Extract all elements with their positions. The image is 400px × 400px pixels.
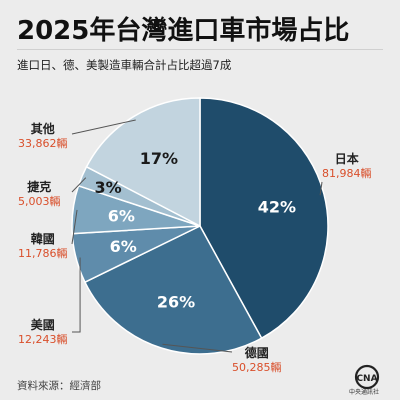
slice-name: 日本 [334,152,359,166]
logo-text: CNA [356,374,377,384]
slice-name: 美國 [30,318,55,332]
slice-value: 50,285輛 [232,361,282,374]
title-divider [17,49,383,50]
leader-line-japan [319,181,323,196]
slice-label-usa: 美國 12,243輛 [18,318,68,347]
cna-logo: CNA [354,364,380,390]
slice-value: 33,862輛 [18,137,68,150]
percent-label-germany: 26% [157,293,195,312]
pie-slice-japan [199,97,329,340]
percent-label-other: 17% [140,149,178,168]
page-subtitle: 進口日、德、美製造車輛合計占比超過7成 [17,58,232,72]
slice-name: 德國 [244,346,269,360]
slice-name: 其他 [30,122,55,136]
slice-value: 11,786輛 [18,247,68,260]
logo-caption: 中央通訊社 [349,389,380,396]
percent-label-korea: 6% [108,207,135,226]
slice-name: 捷克 [27,180,52,194]
leader-line-germany [162,343,233,353]
percent-labels: 42% 26% 6% 6% 3% 17% [94,149,296,312]
slice-label-czech: 捷克 5,003輛 [18,180,61,209]
slice-name: 韓國 [30,232,55,246]
percent-label-japan: 42% [258,197,296,216]
slice-label-korea: 韓國 11,786輛 [18,232,68,261]
slice-label-germany: 德國 50,285輛 [232,346,282,375]
slice-value: 81,984輛 [322,167,372,180]
source-note: 資料來源：經濟部 [17,380,101,392]
leader-line-czech [71,177,87,193]
pie-slice-other [85,97,201,228]
percent-label-czech: 3% [94,178,121,197]
leader-line-usa [72,257,81,333]
leader-lines [71,119,323,353]
pie-slice-germany [83,225,263,355]
slice-value: 12,243輛 [18,333,68,346]
slice-label-other: 其他 33,862輛 [18,122,68,151]
percent-label-usa: 6% [110,237,137,256]
pie-slices [71,97,329,355]
slice-value: 5,003輛 [18,195,61,208]
leader-line-korea [71,209,78,245]
page-title: 2025年台灣進口車市場占比 [17,16,350,46]
leader-line-other [71,119,136,135]
slice-label-japan: 日本 81,984輛 [322,152,372,181]
